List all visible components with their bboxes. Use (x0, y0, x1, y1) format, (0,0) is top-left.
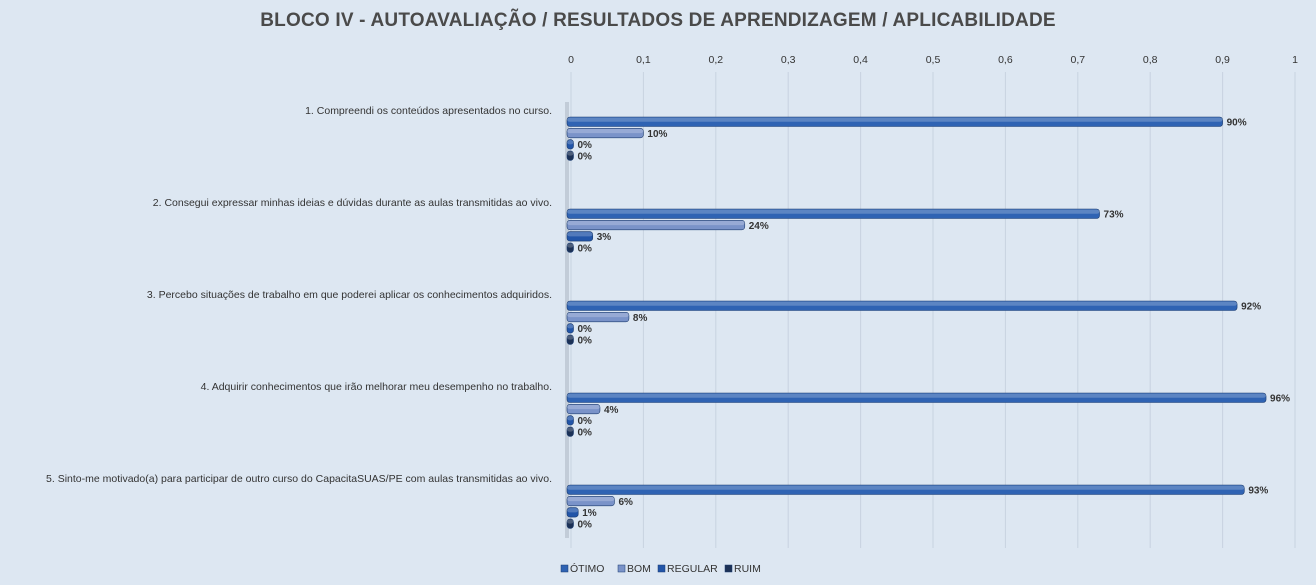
bar-bom (566, 403, 601, 415)
chart-title: BLOCO IV - AUTOAVALIAÇÃO / RESULTADOS DE… (260, 10, 1056, 31)
bar-highlight (567, 151, 574, 156)
bar-highlight (567, 508, 579, 513)
bar-highlight (567, 220, 745, 226)
data-label: 0% (578, 151, 593, 162)
data-label: 0% (578, 243, 593, 254)
data-label: 93% (1248, 486, 1268, 497)
data-label: 96% (1270, 394, 1290, 405)
category-label: 3. Percebo situações de trabalho em que … (147, 289, 552, 301)
bar-highlight (567, 416, 574, 421)
bar-regular (566, 507, 579, 518)
x-tick-label: 0,4 (853, 54, 868, 66)
bar-ruim (566, 334, 574, 345)
x-tick-label: 0,3 (781, 54, 796, 66)
category-label: 5. Sinto-me motivado(a) para participar … (46, 473, 552, 485)
bar-bom (566, 311, 630, 323)
data-label: 0% (578, 324, 593, 335)
bar-highlight (567, 335, 574, 340)
data-label: 73% (1104, 210, 1124, 221)
legend-swatch-regular (657, 564, 666, 573)
data-label: 0% (578, 140, 593, 151)
x-tick-label: 0,8 (1143, 54, 1158, 66)
bar-ruim (566, 518, 574, 529)
data-label: 0% (578, 335, 593, 346)
category-label: 2. Consegui expressar minhas ideias e dú… (153, 197, 552, 209)
bar-bom (566, 495, 615, 507)
bar-regular (566, 231, 594, 242)
legend-swatch-ruim (724, 564, 733, 573)
bar-ótimo (566, 300, 1238, 311)
bar-ruim (566, 150, 574, 161)
bar-bom (566, 128, 644, 139)
x-tick-label: 0,6 (998, 54, 1013, 66)
x-tick-label: 1 (1292, 54, 1298, 66)
legend-label-ótimo: ÓTIMO (570, 562, 604, 575)
bar-highlight (567, 301, 1238, 306)
bar-highlight (567, 519, 574, 524)
data-label: 1% (582, 508, 597, 519)
category-label: 4. Adquirir conhecimentos que irão melho… (201, 381, 552, 393)
x-tick-label: 0,2 (708, 54, 723, 66)
bar-highlight (567, 324, 574, 329)
data-label: 3% (597, 232, 612, 243)
bar-highlight (567, 312, 629, 318)
data-label: 6% (618, 497, 633, 508)
bar-highlight (567, 427, 574, 432)
data-label: 24% (749, 221, 769, 232)
bar-ótimo (566, 392, 1267, 403)
bar-regular (566, 139, 574, 150)
bar-highlight (567, 128, 644, 134)
bar-regular (566, 323, 574, 334)
x-tick-label: 0,1 (636, 54, 651, 66)
bar-ruim (566, 242, 574, 253)
bar-highlight (567, 485, 1245, 490)
bar-ótimo (566, 484, 1245, 495)
bar-ótimo (566, 116, 1223, 127)
bar-highlight (567, 496, 615, 502)
legend-label-ruim: RUIM (734, 563, 761, 575)
bar-highlight (567, 117, 1223, 122)
legend-swatch-ótimo (560, 564, 569, 573)
data-label: 8% (633, 313, 648, 324)
bar-highlight (567, 232, 593, 237)
data-label: 4% (604, 405, 619, 416)
bar-highlight (567, 209, 1100, 214)
bar-ótimo (566, 208, 1100, 219)
bar-highlight (567, 243, 574, 248)
bar-regular (566, 415, 574, 426)
legend-label-regular: REGULAR (667, 563, 718, 575)
data-label: 90% (1227, 118, 1247, 129)
data-label: 10% (647, 129, 667, 140)
data-label: 92% (1241, 302, 1261, 313)
bar-ruim (566, 426, 574, 437)
x-tick-label: 0,7 (1070, 54, 1085, 66)
x-tick-label: 0,9 (1215, 54, 1230, 66)
legend-label-bom: BOM (627, 563, 651, 575)
bar-bom (566, 220, 746, 231)
data-label: 0% (578, 416, 593, 427)
data-label: 0% (578, 519, 593, 530)
category-label: 1. Compreendi os conteúdos apresentados … (305, 105, 552, 117)
bar-highlight (567, 140, 574, 145)
bar-highlight (567, 393, 1267, 398)
x-tick-label: 0,5 (926, 54, 941, 66)
legend-swatch-bom (617, 564, 626, 573)
bar-highlight (567, 404, 600, 410)
data-label: 0% (578, 427, 593, 438)
x-tick-label: 0 (568, 54, 574, 66)
